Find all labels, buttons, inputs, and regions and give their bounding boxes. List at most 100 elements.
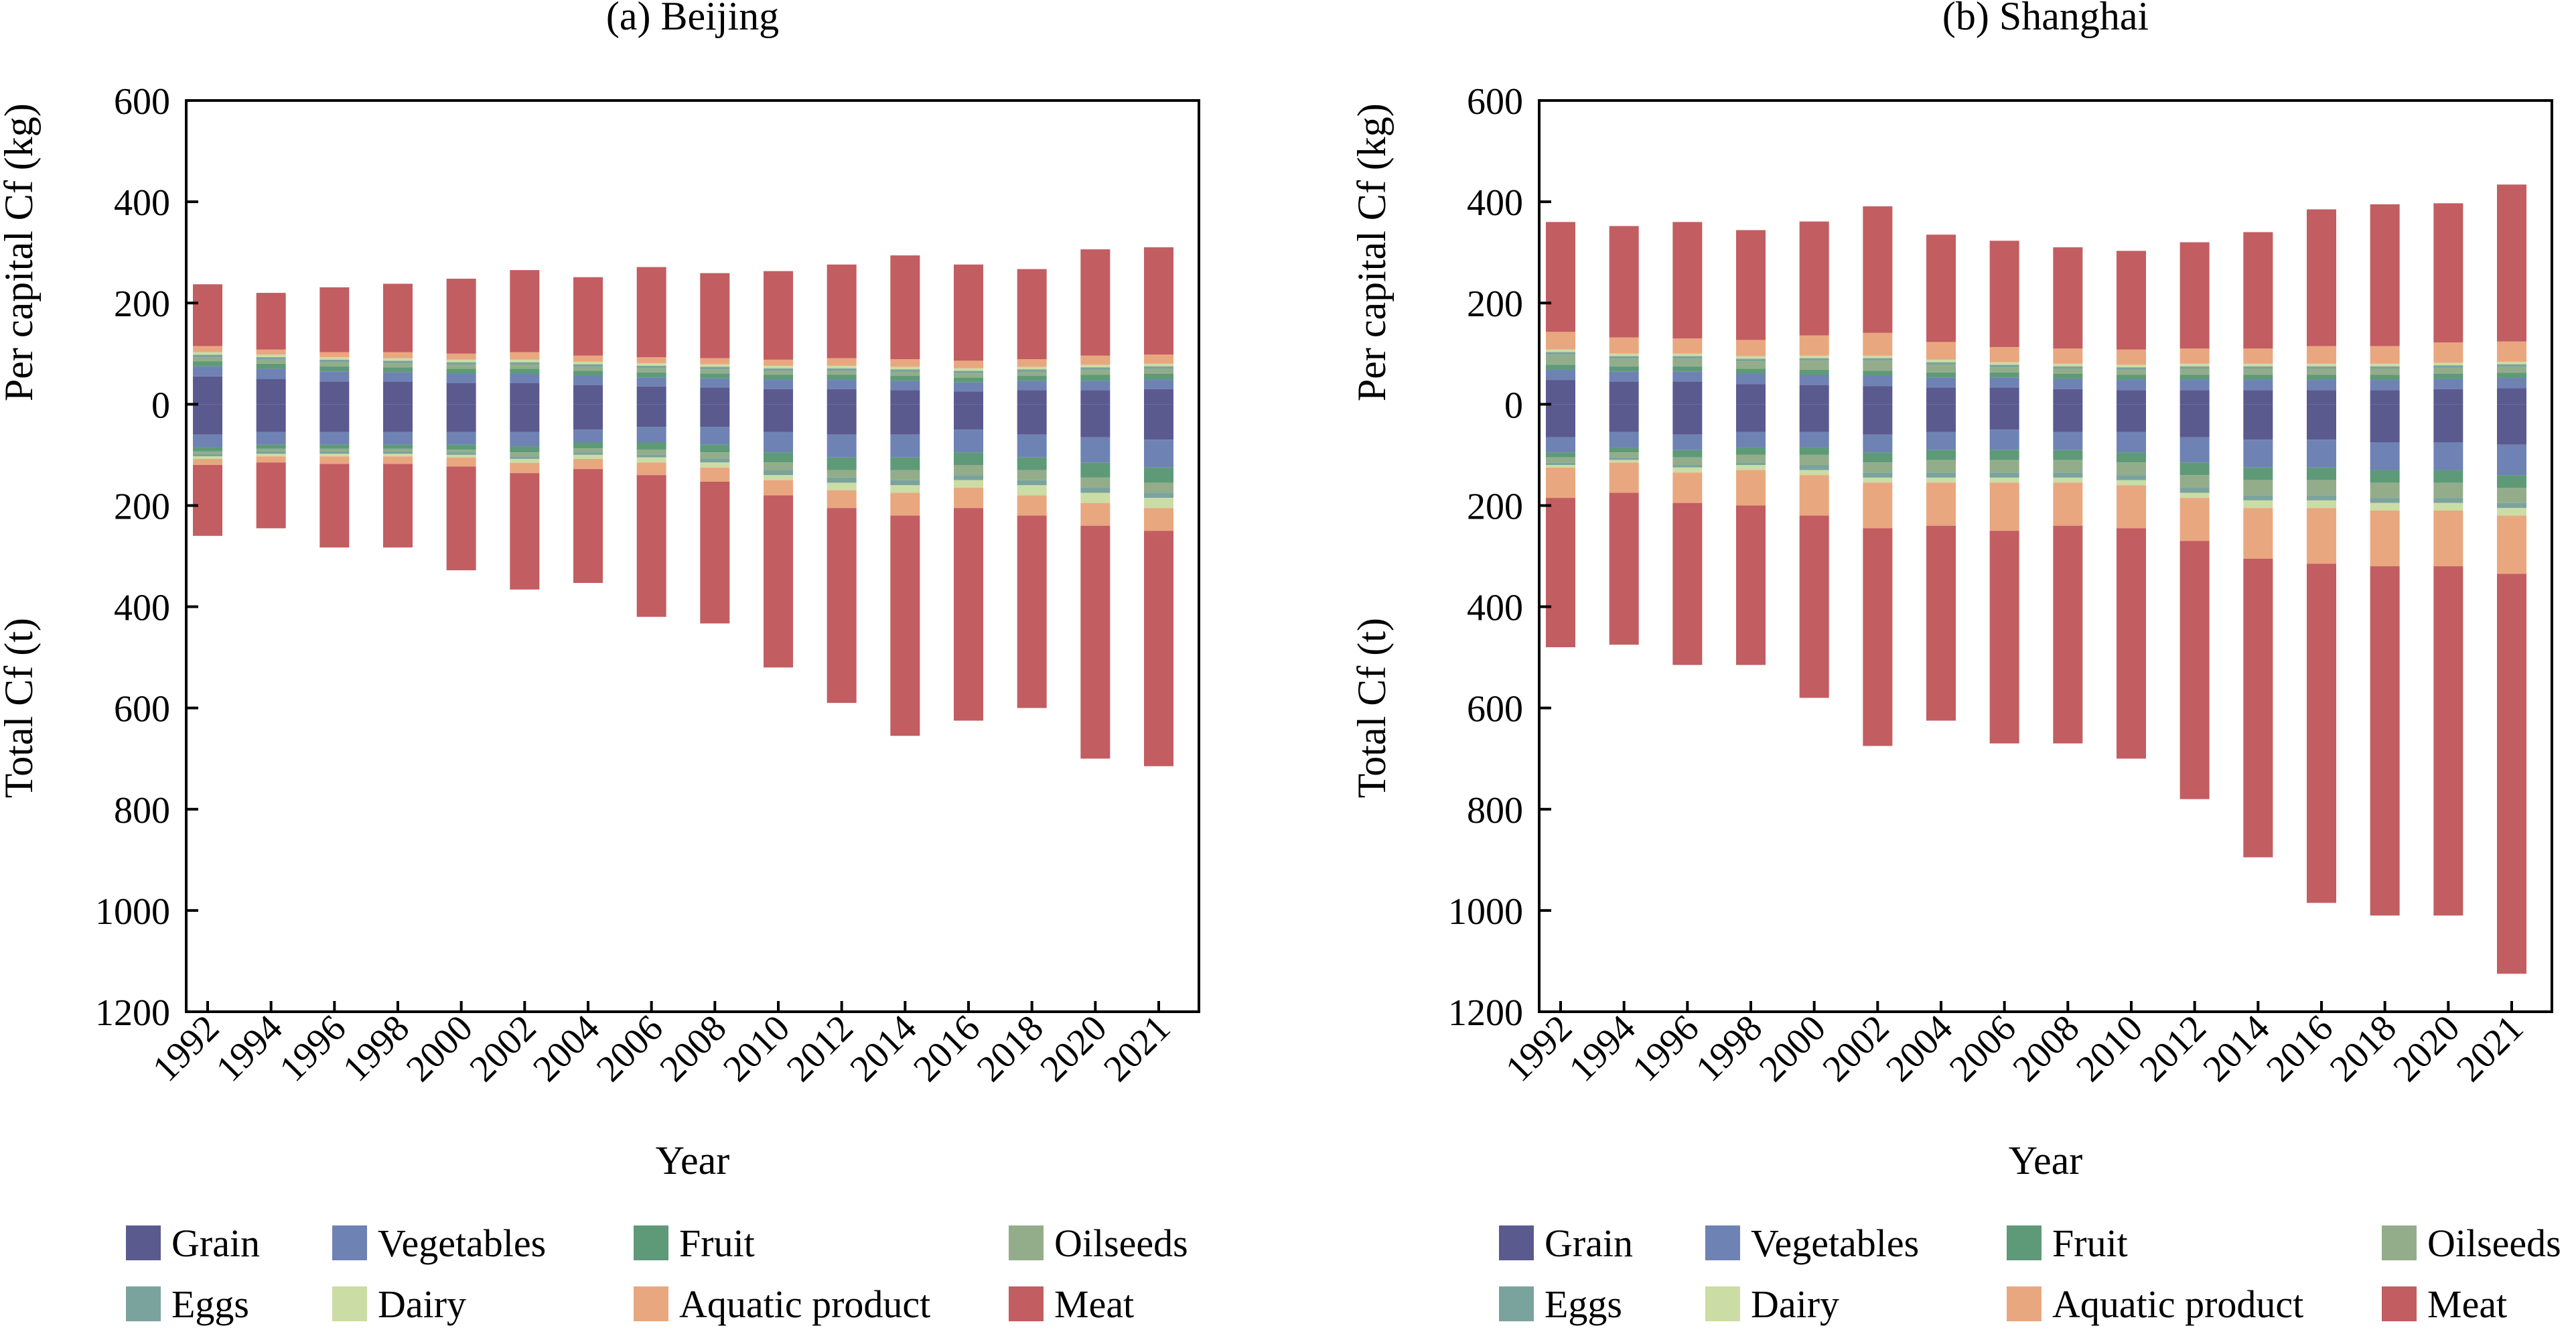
bar-grain-percapita-2014 [890,390,920,405]
bar-fruit-percapita-1998 [383,367,413,373]
bar-aquatic-percapita-2020 [2433,342,2463,363]
y-tick-label: 1200 [1448,992,1523,1034]
x-axis-label: Year [656,1138,730,1183]
y-tick-label: 0 [1504,385,1523,426]
bar-eggs-total-2014 [2243,495,2273,501]
bar-oilseeds-percapita-2000 [446,364,476,369]
bar-oilseeds-total-1994 [1609,452,1639,458]
bar-fruit-percapita-2012 [2179,375,2210,381]
x-tick-label-2008: 2008 [2005,1007,2087,1089]
legend-label-aquatic: Aquatic product [679,1282,930,1326]
bar-aquatic-total-2014 [2243,508,2273,559]
bar-eggs-total-2008 [2053,472,2083,478]
bar-fruit-total-2002 [510,446,540,453]
bar-fruit-percapita-2010 [2117,375,2146,381]
bar-dairy-percapita-2004 [573,361,603,364]
y-tick-label: 200 [1467,283,1523,325]
legend-swatch-vegetables [332,1225,367,1260]
legend-label-dairy: Dairy [378,1282,466,1326]
bar-oilseeds-total-1992 [193,451,222,454]
bar-aquatic-total-1992 [1546,467,1575,498]
bar-dairy-total-2012 [2179,492,2210,498]
x-tick-label-1996: 1996 [1624,1007,1707,1089]
bar-oilseeds-total-2016 [954,465,983,476]
bar-oilseeds-percapita-1992 [1546,354,1575,365]
bar-meat-total-2016 [954,508,983,721]
y-tick-label: 200 [1467,486,1523,527]
legend-swatch-grain [1499,1225,1534,1260]
bar-eggs-total-2006 [636,454,666,458]
bar-oilseeds-percapita-1994 [256,359,286,364]
bar-grain-total-1998 [1736,404,1766,432]
bar-dairy-percapita-1996 [319,357,350,360]
bar-meat-total-2000 [446,466,476,571]
bar-fruit-percapita-2014 [2243,375,2273,381]
bar-oilseeds-total-1998 [383,448,413,452]
bar-dairy-percapita-2021 [2497,361,2526,364]
bar-grain-total-2018 [1017,404,1047,435]
bar-grain-total-1998 [383,404,413,432]
x-tick-label-2002: 2002 [461,1007,544,1089]
x-tick-label-2014: 2014 [2195,1007,2277,1089]
x-tick-label-2016: 2016 [2259,1007,2341,1089]
bar-aquatic-total-1996 [319,456,350,464]
x-tick-label-2012: 2012 [2132,1007,2214,1089]
x-tick-label-2004: 2004 [525,1007,607,1089]
bar-grain-percapita-1998 [1736,384,1766,405]
bar-aquatic-percapita-2012 [827,358,857,366]
bar-oilseeds-total-2006 [1989,460,2019,473]
legend-label-oilseeds: Oilseeds [1054,1221,1188,1265]
bar-dairy-total-2008 [2053,477,2083,483]
bar-grain-total-1996 [319,404,350,432]
bar-meat-total-2016 [2307,563,2336,903]
plot-frame [185,99,1200,1013]
bar-fruit-total-2004 [1926,450,1956,460]
bar-dairy-percapita-2021 [1144,363,1173,367]
bar-fruit-percapita-1992 [193,361,222,367]
bar-vegetables-total-2018 [1017,434,1047,458]
y-tick-label: 600 [1467,689,1523,730]
bar-dairy-total-2006 [636,457,666,463]
bar-vegetables-total-2020 [1080,437,1111,463]
bar-oilseeds-total-2000 [446,450,476,453]
bar-meat-total-2018 [2370,566,2400,916]
bar-grain-total-2020 [2433,404,2463,442]
bar-grain-percapita-2014 [2243,390,2273,405]
bar-vegetables-percapita-2020 [1080,381,1111,391]
x-tick-label-2002: 2002 [1814,1007,1897,1089]
bar-oilseeds-percapita-2008 [2053,369,2083,374]
bar-meat-percapita-1994 [256,293,286,350]
x-tick-label-2010: 2010 [715,1007,798,1089]
bar-fruit-percapita-1998 [1736,369,1766,374]
y-tick-label: 1000 [95,891,170,933]
bar-aquatic-percapita-2021 [2497,341,2526,362]
bar-vegetables-percapita-1996 [319,371,350,382]
bar-vegetables-percapita-2018 [1017,381,1047,391]
legend: Grain Vegetables Fruit Oilseeds Eggs Dairy Aqu… [126,1221,2561,1326]
bar-dairy-total-2000 [1799,470,1829,476]
bar-meat-percapita-1992 [1546,222,1575,332]
bar-dairy-percapita-2002 [1863,355,1893,358]
bar-aquatic-percapita-2002 [1863,332,1893,356]
legend-swatch-fruit [2007,1225,2042,1260]
bar-oilseeds-total-2000 [1799,454,1829,465]
plot-frame [1538,99,2553,1013]
bar-meat-total-2018 [1017,515,1047,708]
bar-eggs-percapita-2021 [2497,364,2526,367]
bar-eggs-total-2006 [1989,472,2019,478]
bar-vegetables-total-2016 [2307,440,2336,468]
legend-label-aquatic: Aquatic product [2052,1282,2303,1326]
bar-eggs-total-2014 [890,480,920,486]
bar-fruit-total-2020 [2433,470,2463,483]
bar-dairy-percapita-1998 [1736,356,1766,359]
bar-oilseeds-total-2021 [1144,482,1173,493]
bar-meat-total-1994 [256,462,286,529]
bar-vegetables-percapita-1992 [1546,369,1575,381]
bar-dairy-percapita-2014 [2243,363,2273,367]
bar-grain-total-2012 [827,404,857,435]
bar-grain-total-2010 [2117,404,2146,432]
bar-grain-total-2000 [1799,404,1829,432]
legend-swatch-grain [126,1225,161,1260]
bar-meat-total-1998 [383,464,413,548]
bar-vegetables-percapita-2006 [636,377,666,387]
